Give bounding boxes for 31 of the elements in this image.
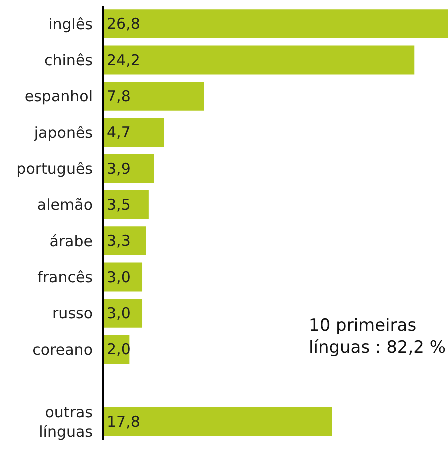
data-label: 24,2 (107, 51, 140, 70)
data-label: 3,0 (107, 268, 131, 286)
y-tick-label: árabe (50, 232, 93, 250)
bar (104, 154, 154, 184)
y-tick-label: japonês (33, 124, 94, 142)
data-label: 3,5 (107, 196, 131, 214)
y-tick-label: chinês (44, 52, 94, 70)
annotation: 10 primeiras línguas : 82,2 % (309, 316, 446, 358)
bar (104, 46, 415, 75)
data-label: 3,9 (107, 160, 131, 178)
y-tick-label: alemão (37, 196, 93, 214)
y-tick-label: inglês (48, 15, 94, 34)
data-label: 4,7 (107, 124, 131, 142)
y-tick-label: português (16, 160, 94, 178)
data-label: 7,8 (107, 87, 131, 106)
data-label: 3,0 (107, 304, 131, 322)
bar (104, 190, 149, 220)
y-tick-label: coreano (32, 340, 93, 359)
bar (104, 82, 204, 111)
data-label: 3,3 (107, 232, 131, 250)
y-tick-label: francês (38, 268, 94, 286)
bar (104, 118, 164, 148)
bar (104, 10, 448, 39)
bar (104, 407, 332, 436)
bar (104, 226, 146, 256)
y-tick-label: russo (52, 304, 93, 323)
y-tick-label: outras línguas (39, 403, 94, 441)
data-label: 17,8 (107, 412, 140, 431)
bar (104, 298, 143, 328)
y-tick-label: espanhol (24, 88, 93, 106)
data-label: 26,8 (107, 15, 140, 34)
